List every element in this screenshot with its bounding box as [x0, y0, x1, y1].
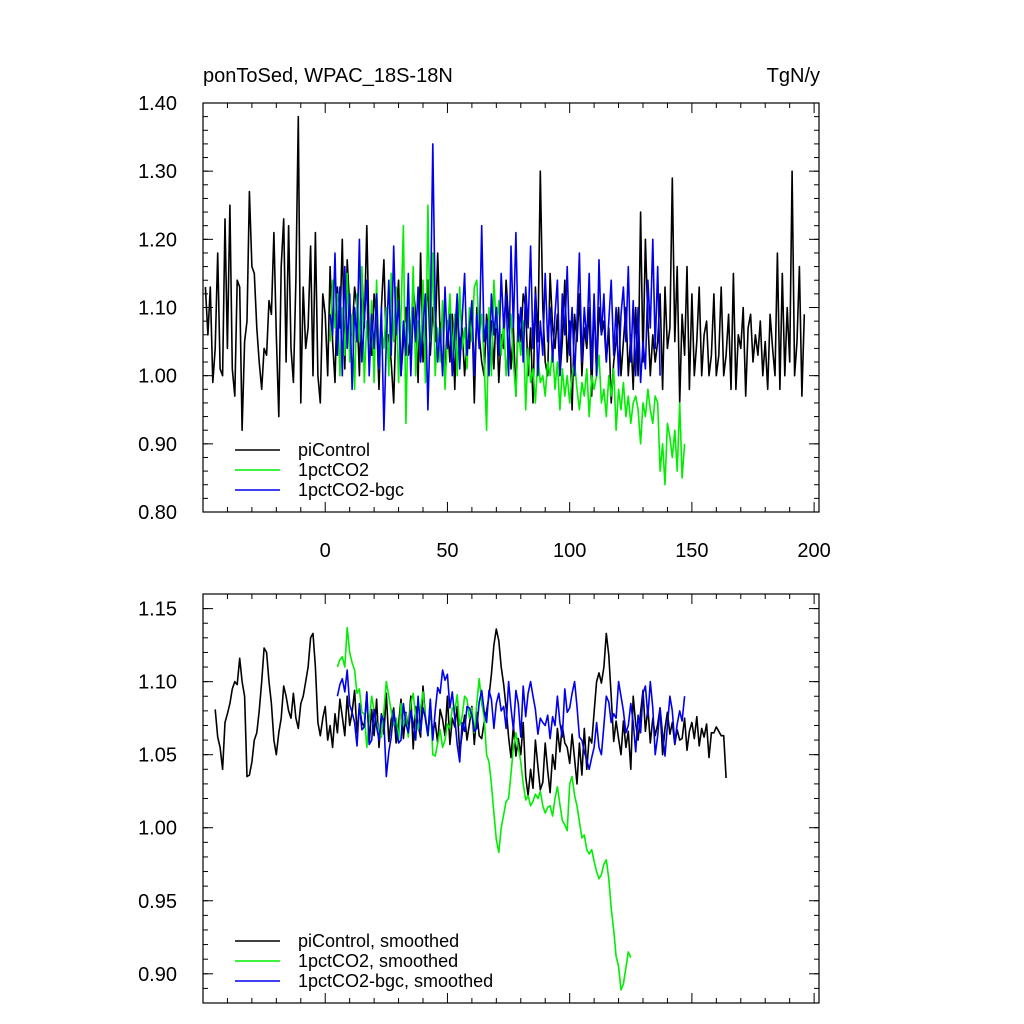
- top-legend-label-1pctco2-bgc: 1pctCO2-bgc: [298, 480, 404, 500]
- bottom-series-1pctco2-bgc: [336, 669, 686, 778]
- top-series-group: [204, 115, 806, 486]
- bottom-plot-frame: [202, 593, 820, 1004]
- bottom-ytick-label: 1.10: [138, 672, 177, 694]
- top-xtick-label: 50: [436, 540, 458, 562]
- bottom-panel: 0.90 0.95 1.00 1.05 1.10 1.15 piControl, smoo…: [138, 593, 820, 1004]
- bottom-ytick-label: 0.90: [138, 964, 177, 986]
- top-series-1pctco2-bgc: [329, 143, 661, 432]
- bottom-legend-label-1pctco2-bgc: 1pctCO2-bgc, smoothed: [298, 971, 493, 991]
- bottom-series-group: [214, 626, 727, 991]
- top-series-picontrol: [204, 115, 806, 432]
- top-ytick-label: 1.00: [138, 366, 177, 388]
- bottom-ytick-label: 0.95: [138, 891, 177, 913]
- bottom-x-axis: [202, 594, 815, 1003]
- top-legend-label-1pctco2: 1pctCO2: [298, 460, 369, 480]
- top-legend: piControl 1pctCO2 1pctCO2-bgc: [235, 440, 404, 500]
- bottom-legend-label-1pctco2: 1pctCO2, smoothed: [298, 951, 458, 971]
- top-xtick-label: 150: [675, 540, 708, 562]
- top-legend-label-picontrol: piControl: [298, 440, 370, 460]
- bottom-y-axis: 0.90 0.95 1.00 1.05 1.10 1.15: [138, 593, 819, 1004]
- bottom-ytick-label: 1.15: [138, 599, 177, 621]
- bottom-ytick-label: 1.00: [138, 818, 177, 840]
- bottom-legend: piControl, smoothed 1pctCO2, smoothed 1p…: [235, 931, 493, 991]
- top-ytick-label: 1.30: [138, 161, 177, 183]
- top-ytick-label: 1.10: [138, 298, 177, 320]
- top-title-left: ponToSed, WPAC_18S-18N: [203, 65, 453, 87]
- top-y-axis: 0.80 0.90 1.00 1.10 1.20 1.30 1.40: [138, 93, 819, 524]
- bottom-legend-label-picontrol: piControl, smoothed: [298, 931, 459, 951]
- top-title-right: TgN/y: [767, 65, 820, 87]
- top-ytick-label: 1.20: [138, 229, 177, 251]
- top-xtick-label: 200: [797, 540, 830, 562]
- top-xtick-label: 0: [320, 540, 331, 562]
- top-ytick-label: 1.40: [138, 93, 177, 115]
- top-xtick-label: 100: [553, 540, 586, 562]
- top-x-axis: 0 50 100 150 200: [202, 103, 831, 562]
- bottom-series-1pctco2: [336, 626, 632, 991]
- top-ytick-label: 0.90: [138, 434, 177, 456]
- top-ytick-label: 0.80: [138, 502, 177, 524]
- bottom-ytick-label: 1.05: [138, 745, 177, 767]
- top-panel: ponToSed, WPAC_18S-18N TgN/y 0.80 0.90 1.0…: [138, 65, 831, 562]
